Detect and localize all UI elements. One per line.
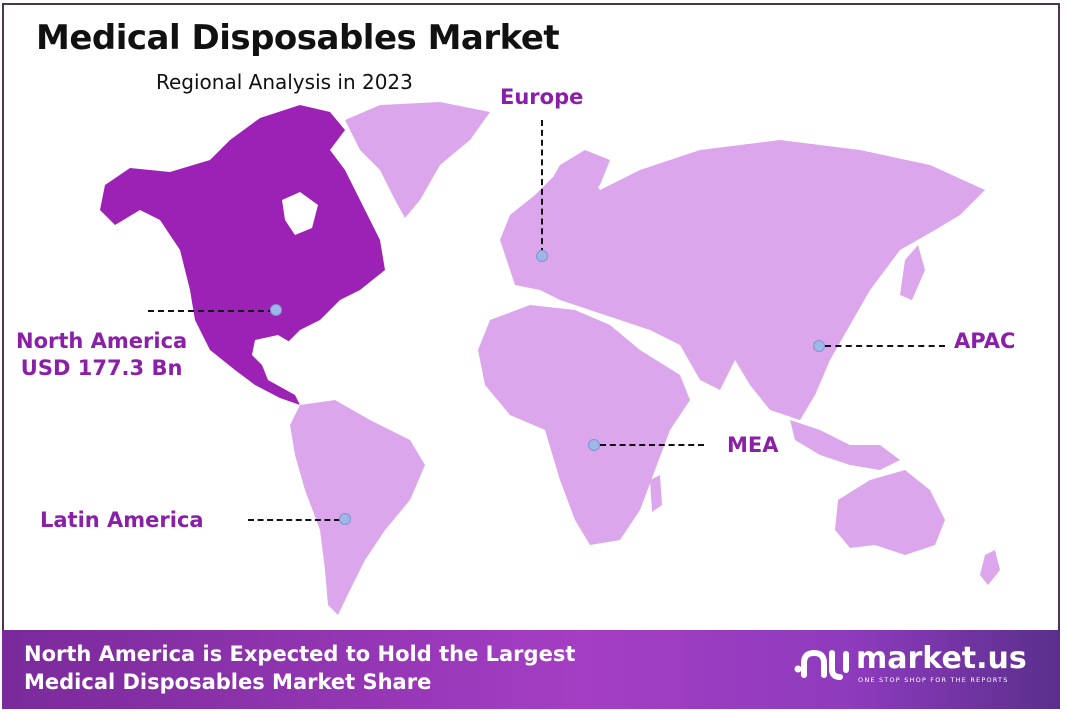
greenland-shape [345, 102, 490, 218]
africa-shape [478, 305, 690, 545]
footer-line-2: Medical Disposables Market Share [24, 670, 432, 694]
region-label-north-america: North America USD 177.3 Bn [16, 328, 187, 382]
latin-america-leader-line [248, 519, 340, 521]
brand-name: market.us [856, 641, 1027, 676]
footer-headline: North America is Expected to Hold the La… [24, 640, 575, 696]
page-title: Medical Disposables Market [36, 18, 560, 58]
latin-america-marker [339, 513, 351, 525]
north-america-name: North America [16, 329, 188, 353]
south-america-shape [290, 400, 425, 615]
japan-shape [900, 245, 925, 300]
europe-marker [536, 250, 548, 262]
new-zealand-shape [980, 550, 1000, 585]
region-label-latin-america: Latin America [40, 508, 204, 532]
region-label-europe: Europe [500, 85, 584, 109]
north-america-value: USD 177.3 Bn [20, 356, 183, 380]
region-label-mea: MEA [727, 433, 779, 457]
north-america-leader-line [148, 310, 274, 312]
madagascar-shape [650, 475, 662, 512]
page-subtitle: Regional Analysis in 2023 [156, 70, 413, 94]
north-america-shape [100, 105, 385, 405]
market-us-logo: market.us ONE STOP SHOP FOR THE REPORTS [792, 644, 1027, 684]
mea-marker [588, 439, 600, 451]
southeast-asia-shape [790, 420, 900, 470]
apac-leader-line [825, 345, 945, 347]
footer-line-1: North America is Expected to Hold the La… [24, 642, 576, 666]
market-us-logo-icon [794, 649, 849, 680]
uk-shape [510, 215, 528, 250]
apac-marker [813, 340, 825, 352]
footer-banner: North America is Expected to Hold the La… [2, 630, 1060, 709]
europe-leader-line [541, 120, 543, 254]
region-label-apac: APAC [954, 329, 1016, 353]
mea-leader-line [600, 444, 704, 446]
north-america-marker [270, 304, 282, 316]
scandinavia-shape [540, 150, 610, 240]
brand-tagline: ONE STOP SHOP FOR THE REPORTS [858, 676, 1009, 684]
eurasia-shape [500, 140, 985, 420]
hudson-bay [282, 192, 318, 235]
australia-shape [835, 470, 945, 555]
gulf-of-mexico [252, 335, 295, 368]
